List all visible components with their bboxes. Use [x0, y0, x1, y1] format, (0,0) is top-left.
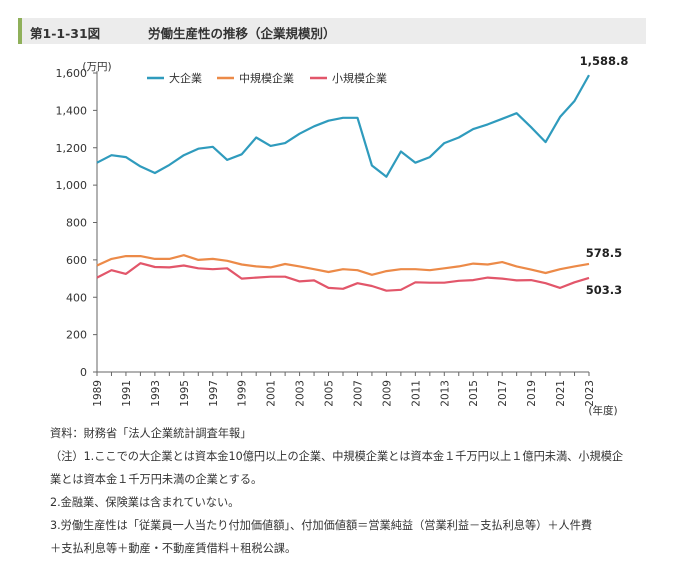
x-tick-label: 2013 — [439, 380, 451, 407]
note-1: （注）1.ここでの大企業とは資本金10億円以上の企業、中規模企業とは資本金１千万… — [50, 450, 624, 463]
chart-legend: 大企業 中規模企業 小規模企業 — [147, 71, 387, 85]
legend-label: 大企業 — [169, 71, 202, 85]
note-3-cont: ＋支払利息等＋動産・不動産賃借料＋租税公課。 — [50, 542, 297, 555]
y-tick-label: 1,400 — [56, 104, 88, 117]
x-tick-label: 1991 — [121, 380, 133, 407]
x-tick-label: 1999 — [237, 380, 249, 407]
figure-header: 第1-1-31図 労働生産性の推移（企業規模別） — [18, 18, 646, 44]
source-note: 資料：財務省「法人企業統計調査年報」 — [50, 427, 252, 440]
x-tick-label: 2021 — [555, 380, 567, 407]
chart-series: 1,588.8 578.5 503.3 — [96, 54, 629, 297]
figure-number: 第1-1-31図 — [30, 26, 101, 41]
series-end-label: 503.3 — [586, 283, 622, 297]
y-tick-label: 200 — [66, 329, 87, 342]
series-end-label: 1,588.8 — [580, 54, 629, 68]
y-tick-label: 400 — [66, 291, 87, 304]
x-tick-label: 2003 — [295, 380, 307, 407]
y-tick-label: 1,200 — [56, 142, 88, 155]
y-tick-label: 800 — [66, 217, 87, 230]
chart-axes: 0 200 400 600 800 1,000 1,200 1,400 1,600(万円) 198… — [56, 61, 618, 417]
x-tick-label: 2007 — [352, 380, 364, 407]
x-tick-label: 1989 — [92, 380, 104, 407]
legend-label: 中規模企業 — [239, 71, 294, 85]
x-tick-label: 2015 — [468, 380, 480, 407]
x-tick-label: 1995 — [179, 380, 191, 407]
x-tick-label: 2023 — [584, 380, 596, 407]
figure-title: 労働生産性の推移（企業規模別） — [148, 26, 336, 41]
y-tick-label: 0 — [80, 366, 87, 379]
x-tick-label: 1997 — [208, 380, 220, 407]
y-unit-label: (万円) — [82, 61, 111, 73]
x-tick-label: 2009 — [381, 380, 393, 407]
x-tick-label: 2001 — [266, 380, 278, 407]
line-chart: 0 200 400 600 800 1,000 1,200 1,400 1,600(万円) 198… — [56, 54, 629, 417]
note-2: 2.金融業、保険業は含まれていない。 — [50, 496, 240, 509]
note-1-cont: 業とは資本金１千万円未満の企業とする。 — [50, 473, 263, 486]
series-end-label: 578.5 — [586, 246, 622, 260]
series-line-2 — [96, 262, 590, 292]
note-3: 3.労働生産性は「従業員一人当たり付加価値額」、付加価値額＝営業純益（営業利益－… — [50, 519, 593, 532]
y-tick-label: 600 — [66, 254, 87, 267]
series-line-0 — [96, 74, 590, 178]
x-unit-label: (年度) — [588, 404, 617, 417]
series-line-1 — [96, 254, 590, 276]
x-tick-label: 2011 — [410, 380, 422, 407]
x-tick-label: 2005 — [324, 380, 336, 407]
x-tick-label: 1993 — [150, 380, 162, 407]
y-tick-label: 1,600 — [56, 67, 88, 80]
y-tick-label: 1,000 — [56, 179, 88, 192]
notes: 資料：財務省「法人企業統計調査年報」 （注）1.ここでの大企業とは資本金10億円… — [50, 422, 660, 560]
x-tick-label: 2017 — [497, 380, 509, 407]
legend-label: 小規模企業 — [332, 71, 387, 85]
x-tick-label: 2019 — [526, 380, 538, 407]
